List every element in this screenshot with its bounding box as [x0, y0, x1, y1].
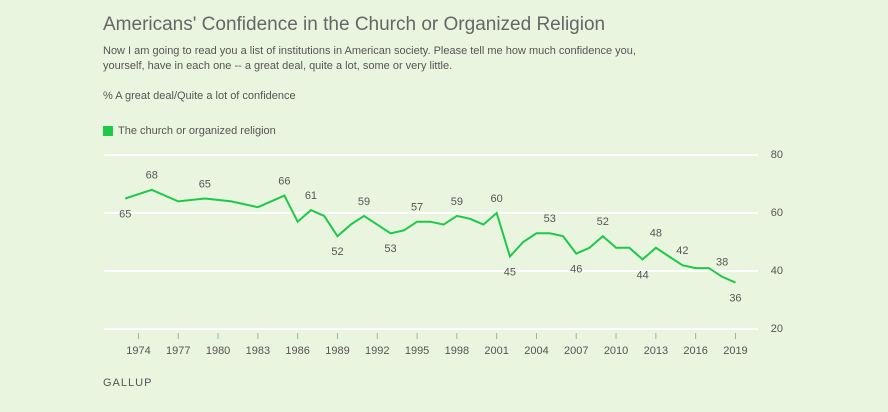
data-label: 59 — [451, 196, 463, 208]
x-tick-label: 1989 — [325, 345, 349, 357]
legend-swatch — [103, 126, 113, 136]
data-label: 59 — [358, 196, 370, 208]
x-tick-label: 2010 — [604, 345, 628, 357]
legend-label: The church or organized religion — [118, 125, 276, 137]
subtitle: Now I am going to read you a list of ins… — [103, 45, 636, 72]
x-tick-label: 1983 — [246, 345, 270, 357]
x-tick-label: 1974 — [126, 345, 150, 357]
source: GALLUP — [103, 377, 152, 389]
data-label: 38 — [716, 257, 728, 269]
data-label: 36 — [729, 293, 741, 305]
x-tick-label: 1992 — [365, 345, 389, 357]
x-tick-label: 2013 — [644, 345, 668, 357]
data-label: 65 — [119, 208, 131, 220]
data-label: 60 — [491, 193, 503, 205]
x-tick-label: 2016 — [683, 345, 707, 357]
x-tick-label: 2004 — [524, 345, 548, 357]
data-label: 68 — [146, 170, 158, 182]
y-tick-label: 40 — [771, 265, 783, 277]
data-label: 65 — [199, 178, 211, 190]
x-tick-label: 2007 — [564, 345, 588, 357]
x-tick-label: 1980 — [206, 345, 230, 357]
x-tick-label: 2019 — [723, 345, 747, 357]
data-label: 46 — [570, 264, 582, 276]
series-line — [124, 188, 736, 284]
data-label: 52 — [597, 216, 609, 228]
data-label: 44 — [636, 269, 648, 281]
data-label: 53 — [384, 243, 396, 255]
y-tick-label: 60 — [771, 207, 783, 219]
x-tick-label: 2001 — [484, 345, 508, 357]
x-tick-label: 1998 — [445, 345, 469, 357]
y-tick-label: 80 — [771, 149, 783, 161]
chart-title: Americans' Confidence in the Church or O… — [103, 14, 605, 35]
data-label: 57 — [411, 202, 423, 214]
x-tick-label: 1986 — [285, 345, 309, 357]
data-label: 61 — [305, 190, 317, 202]
y-label: % A great deal/Quite a lot of confidence — [103, 90, 296, 102]
data-label: 42 — [676, 245, 688, 257]
x-tick-label: 1995 — [405, 345, 429, 357]
data-label: 66 — [278, 176, 290, 188]
y-tick-label: 20 — [771, 323, 783, 335]
x-tick-label: 1977 — [166, 345, 190, 357]
data-label: 52 — [331, 246, 343, 258]
data-label: 48 — [650, 228, 662, 240]
subtitle-box: Now I am going to read you a list of ins… — [103, 45, 636, 72]
data-label: 45 — [504, 266, 516, 278]
data-label: 53 — [544, 213, 556, 225]
